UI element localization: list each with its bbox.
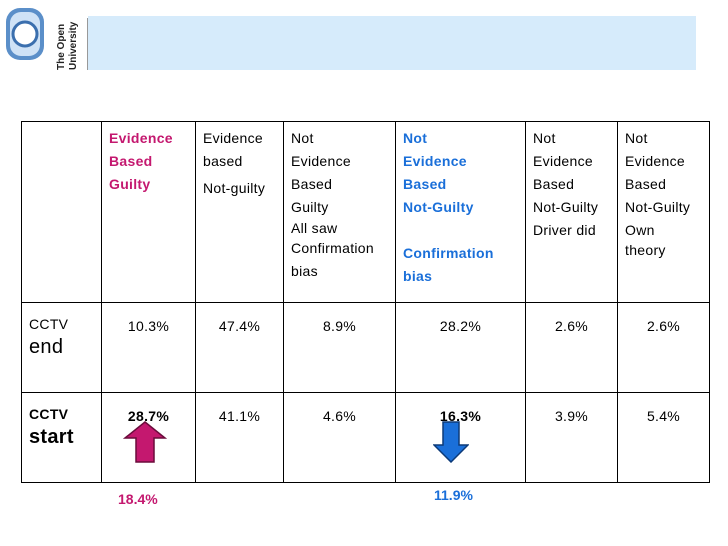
header-line: Not-Guilty: [533, 199, 599, 215]
header-line: Guilty: [291, 199, 329, 215]
header-line: Not: [403, 130, 428, 146]
header-line: Based: [109, 153, 153, 169]
table-cell: 47.4%: [195, 302, 284, 393]
header-line: Guilty: [109, 176, 151, 192]
header-line: Based: [533, 176, 575, 192]
table-cell: 5.4%: [617, 392, 710, 483]
header-cell-not-evidence-guilty: Not Evidence Based Guilty All saw Confir…: [283, 121, 396, 303]
header-spacer: [403, 219, 518, 242]
row-label-bottom: end: [29, 336, 64, 358]
header-line: Not: [291, 130, 314, 146]
table-cell: 2.6%: [525, 302, 618, 393]
header-line: Evidence: [625, 153, 685, 169]
header-line: Confirmation: [291, 240, 374, 256]
header-line: All saw: [291, 220, 338, 236]
row-label-top: CCTV: [29, 316, 69, 332]
table-row-cctv-start: CCTV start 28.7% 41.1% 4.6% 16.3% 3.9% 5…: [21, 392, 710, 483]
arrow-down-icon: [433, 421, 469, 463]
header-line: Not-Guilty: [403, 199, 474, 215]
table-cell: 8.9%: [283, 302, 396, 393]
header-banner: [88, 16, 696, 70]
header-cell-evidence-guilty: Evidence Based Guilty: [101, 121, 196, 303]
header-line: Based: [291, 176, 333, 192]
header-line: theory: [625, 242, 666, 258]
header-divider: [87, 18, 88, 70]
header-line: Not-Guilty: [625, 199, 691, 215]
up-change-value: 18.4%: [118, 491, 158, 507]
table-cell: 10.3%: [101, 302, 196, 393]
logo-line-1: The Open: [56, 23, 67, 70]
header-line: Based: [625, 176, 667, 192]
row-label-top: CCTV: [29, 406, 69, 422]
open-university-logo: The Open University: [0, 0, 86, 72]
header-cell-not-evidence-not-guilty-bias: Not Evidence Based Not-Guilty Confirmati…: [395, 121, 526, 303]
logo-wordmark: The Open University: [56, 4, 84, 70]
arrow-up-icon: [123, 421, 167, 463]
table-cell: 28.7%: [101, 392, 196, 483]
header-line: Own: [625, 222, 655, 238]
header-line: bias: [291, 263, 318, 279]
header-line: Evidence: [109, 130, 173, 146]
results-table: Evidence Based Guilty Evidence based Not…: [21, 121, 710, 483]
table-cell: 28.2%: [395, 302, 526, 393]
row-label-bottom: start: [29, 426, 74, 448]
header-line: Evidence: [403, 153, 467, 169]
header-line: Confirmation: [403, 245, 494, 261]
header-line: Not: [625, 130, 648, 146]
header-line: Based: [403, 176, 447, 192]
header-line: bias: [403, 268, 433, 284]
header-cell-evidence-not-guilty: Evidence based Not-guilty: [195, 121, 284, 303]
header-cell-empty: [21, 121, 102, 303]
header-line: Not: [533, 130, 556, 146]
row-label-cctv-end: CCTV end: [21, 302, 102, 393]
table-cell: 41.1%: [195, 392, 284, 483]
header-cell-not-evidence-driver: Not Evidence Based Not-Guilty Driver did: [525, 121, 618, 303]
header-line: Driver did: [533, 222, 596, 238]
logo-line-2: University: [68, 21, 79, 70]
header-row: Evidence Based Guilty Evidence based Not…: [21, 121, 710, 303]
table-cell: 16.3%: [395, 392, 526, 483]
table-row-cctv-end: CCTV end 10.3% 47.4% 8.9% 28.2% 2.6% 2.6…: [21, 302, 710, 393]
header-line: Not-guilty: [203, 180, 266, 196]
header-line: Evidence: [203, 130, 263, 146]
table-cell: 3.9%: [525, 392, 618, 483]
table-cell: 2.6%: [617, 302, 710, 393]
header-line: Evidence: [291, 153, 351, 169]
table-cell: 4.6%: [283, 392, 396, 483]
header-line: based: [203, 153, 243, 169]
logo-shield-icon: [6, 8, 44, 60]
header-line: Evidence: [533, 153, 593, 169]
row-label-cctv-start: CCTV start: [21, 392, 102, 483]
down-change-value: 11.9%: [434, 487, 473, 503]
header-cell-not-evidence-own-theory: Not Evidence Based Not-Guilty Own theory: [617, 121, 710, 303]
